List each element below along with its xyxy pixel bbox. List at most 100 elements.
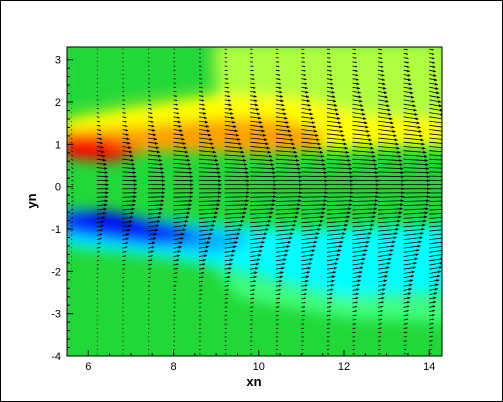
vector-arrowhead [285,249,289,253]
vector-arrowhead [364,121,368,125]
vector-arrowhead [393,236,397,240]
vector-arrow [429,146,442,149]
vector-arrow [326,224,348,228]
vector-arrowhead [150,108,152,110]
vector-arrowhead [160,167,164,170]
vector-arrowhead [230,112,234,115]
vector-arrowhead [226,74,228,76]
vector-arrow [403,237,423,240]
vector-arrowhead [432,314,435,317]
vector-arrowhead [380,323,382,325]
vector-arrowhead [269,154,273,158]
vector-arrowhead [409,91,414,95]
vector-arrowhead [133,175,137,179]
vector-arrowhead [161,175,165,179]
vector-arrowhead [357,90,361,94]
vector-arrowhead [253,284,256,287]
vector-arrowhead [450,155,453,158]
vector-arrowhead [339,244,343,248]
vector-arrowhead [406,57,409,60]
y-tick-label: 1 [55,139,61,151]
vector-arrowhead [324,187,328,191]
vector-arrowhead [181,137,185,141]
vector-arrowhead [448,147,451,150]
vector-arrowhead [100,145,104,149]
vector-arrow [352,232,372,236]
vector-arrowhead [252,82,255,85]
vector-arrowhead [382,288,386,291]
vector-arrowhead [234,129,238,133]
vector-arrowhead [133,191,137,195]
vector-arrowhead [311,249,315,253]
vector-arrowhead [386,266,390,270]
vector-arrow [301,137,320,141]
vector-arrow [71,200,74,202]
vector-arrowhead [259,120,263,124]
vector-arrowhead [155,146,159,149]
vector-arrow [173,167,192,170]
vector-arrowhead [328,319,331,321]
vector-arrowhead [203,111,207,115]
vector-arrowhead [436,274,441,278]
vector-arrowhead [328,53,331,55]
vector-arrowhead [355,305,358,308]
vector-arrowhead [294,154,298,158]
vector-arrow [71,212,74,215]
vector-arrowhead [152,128,156,132]
vector-arrowhead [342,138,346,142]
vector-arrowhead [211,224,215,228]
vector-arrowhead [252,74,254,76]
y-tick-label: 2 [55,97,61,109]
vector-arrowhead [453,191,456,194]
vector-arrowhead [227,284,229,287]
vector-arrow [352,204,378,207]
vector-arrowhead [132,171,136,174]
vector-arrowhead [289,236,293,240]
vector-arrow [199,212,219,215]
vector-arrow [71,141,73,144]
vector-arrowhead [189,195,193,199]
vector-arrowhead [127,228,131,232]
vector-arrowhead [436,279,440,282]
vector-arrowhead [392,240,396,244]
vector-arrowhead [252,293,255,296]
vector-arrow [122,264,126,266]
vector-arrow [326,220,349,224]
vector-arrowhead [204,249,208,253]
vector-arrowhead [336,253,341,257]
vector-arrowhead [131,207,135,211]
vector-arrow [301,208,326,211]
vector-arrowhead [400,167,404,171]
vector-arrow [301,167,327,170]
vector-arrowhead [446,134,449,137]
vector-arrowhead [427,187,431,191]
vector-arrowhead [182,141,186,145]
vector-arrowhead [363,117,367,120]
vector-arrowhead [450,159,453,162]
vector-arrow [429,129,442,132]
vector-arrow [403,241,422,245]
vector-arrowhead [369,227,373,231]
vector-arrowhead [280,99,284,103]
vector-arrow [301,200,327,202]
vector-arrowhead [420,232,424,235]
vector-arrowhead [226,293,229,295]
vector-arrow [429,171,442,173]
vector-arrowhead [150,112,153,114]
vector-arrowhead [226,289,229,291]
vector-arrowhead [287,129,291,133]
vector-arrow [71,229,73,232]
vector-arrowhead [308,108,312,111]
vector-arrowhead [419,134,423,138]
vector-arrow [301,196,328,198]
vector-arrow [378,171,404,174]
vector-arrowhead [389,117,393,120]
vector-arrow [403,196,430,198]
vector-arrowhead [218,191,222,195]
vector-arrowhead [323,203,327,207]
vector-arrowhead [161,199,165,203]
vector-arrowhead [103,162,107,166]
vector-arrowhead [414,112,418,116]
vector-arrowhead [452,167,455,170]
vector-arrowhead [153,232,157,236]
